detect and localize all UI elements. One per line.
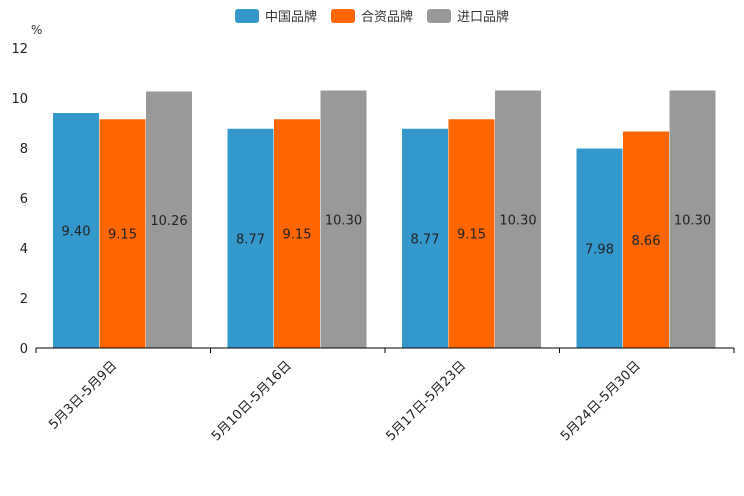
y-tick-label: 12 [11,42,28,57]
x-tick-label: 5月24日-5月30日 [558,358,644,444]
bar-value-label: 9.15 [108,228,137,243]
bar-3-2[interactable] [669,90,716,349]
bar-value-label: 10.26 [150,214,187,229]
bar-value-label: 10.30 [674,213,711,228]
y-tick-label: 10 [11,92,28,107]
y-tick-label: 2 [20,292,28,307]
bar-value-label: 9.15 [283,228,312,243]
bar-value-label: 10.30 [325,213,362,228]
x-tick-label: 5月3日-5月9日 [46,358,120,432]
bar-value-label: 8.77 [236,232,265,247]
bar-2-1[interactable] [448,119,495,348]
bars-group: 9.40 9.15 10.26 8.77 9.15 10.30 8.77 9.15 10.30 7… [53,90,716,349]
bar-value-label: 10.30 [499,213,536,228]
legend-label-joint-venture-brand: 合资品牌 [360,10,413,25]
bar-value-label: 8.77 [411,232,440,247]
y-tick-label: 8 [20,142,28,157]
legend-item-imported-brand[interactable]: 进口品牌 [427,6,509,25]
legend-swatch-imported-brand [427,8,451,23]
y-tick-label: 6 [20,192,28,207]
bar-value-label: 9.15 [457,228,486,243]
bar-2-2[interactable] [495,90,541,349]
x-tick-label: 5月10日-5月16日 [209,358,295,444]
legend-item-joint-venture-brand[interactable]: 合资品牌 [330,6,413,25]
y-tick-label: 4 [20,242,28,257]
bar-1-0[interactable] [227,128,274,348]
y-axis-unit-label: % [31,23,42,37]
legend-swatch-china-brand [234,8,259,23]
x-axis: 5月3日-5月9日 5月10日-5月16日 5月17日-5月23日 5月24日-5月3… [35,347,735,444]
legend-label-imported-brand: 进口品牌 [457,10,510,25]
bar-value-label: 9.40 [62,225,91,240]
x-tick-label: 5月17日-5月23日 [384,358,470,444]
bar-0-0[interactable] [53,113,99,348]
legend: 中国品牌 合资品牌 进口品牌 [0,6,744,25]
y-tick-label: 0 [20,342,28,357]
bar-0-1[interactable] [99,119,146,348]
bar-3-1[interactable] [623,131,669,349]
legend-label-china-brand: 中国品牌 [264,10,317,25]
bar-3-0[interactable] [576,148,623,349]
bar-1-2[interactable] [320,90,367,349]
y-axis: 0 2 4 6 8 10 12 [11,42,28,357]
bar-value-label: 7.98 [585,242,614,257]
bar-2-0[interactable] [402,128,448,348]
bar-1-1[interactable] [274,119,320,348]
legend-item-china-brand[interactable]: 中国品牌 [234,6,317,25]
bar-0-2[interactable] [146,91,192,349]
legend-swatch-joint-venture-brand [330,8,355,23]
bar-value-label: 8.66 [632,234,661,249]
